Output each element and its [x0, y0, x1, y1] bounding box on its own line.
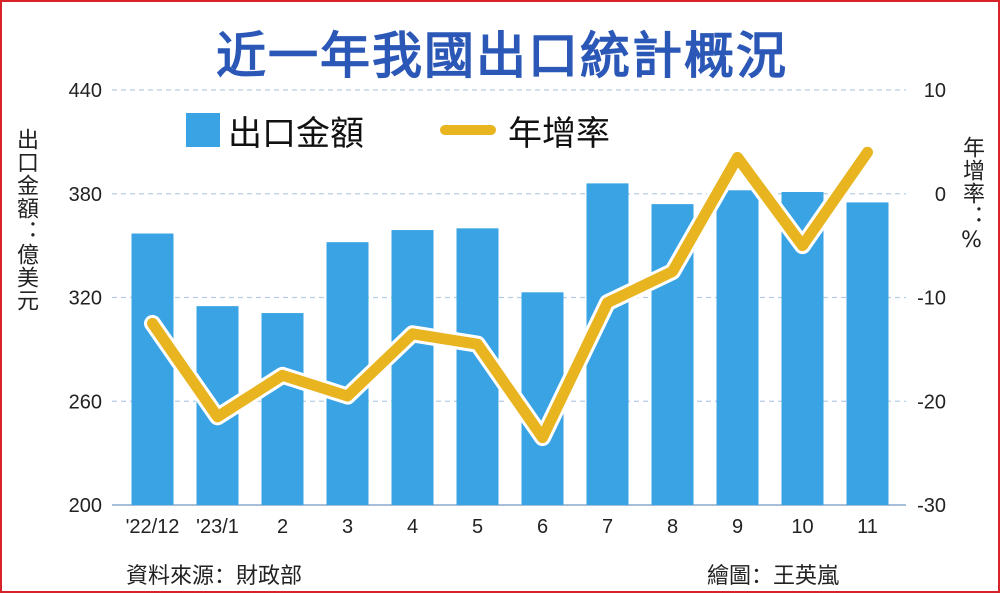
x-tick-label: 6 [537, 516, 548, 538]
left-tick-label: 200 [69, 495, 102, 517]
bars [131, 183, 889, 506]
left-tick-label: 320 [69, 288, 102, 310]
right-tick-label: -30 [917, 495, 946, 517]
growth-line-path [147, 146, 873, 444]
x-tick-label: 11 [857, 516, 878, 538]
bar-11 [846, 202, 889, 506]
left-tick-label: 260 [69, 391, 102, 413]
left-axis-label: 出口金額：億美元 [13, 128, 38, 312]
growth-point-4 [412, 333, 413, 335]
right-tick-label: 10 [924, 80, 946, 102]
x-tick-label: 3 [342, 516, 353, 538]
growth-point-3 [347, 395, 348, 397]
left-axis-ticks: 200 260 320 380 440 [69, 80, 102, 517]
legend-item-growth: 年增率 [440, 110, 610, 154]
right-tick-label: -10 [917, 288, 946, 310]
growth-point-11 [867, 151, 868, 153]
x-tick-label: 5 [472, 516, 483, 538]
legend-label-export: 出口金額 [228, 113, 364, 154]
growth-point-6 [542, 437, 543, 439]
x-tick-label: 9 [732, 516, 743, 538]
legend-swatch-line [440, 125, 496, 135]
bar-4 [391, 230, 434, 505]
legend-item-export: 出口金額 [186, 110, 364, 154]
left-tick-label: 440 [69, 80, 102, 102]
growth-point-10 [802, 245, 803, 247]
x-tick-label: 7 [602, 516, 613, 538]
chart-title: 近一年我國出口統計概況 [216, 27, 788, 85]
growth-point-5 [477, 343, 478, 345]
x-tick-label: 2 [277, 516, 288, 538]
growth-point-9 [737, 156, 738, 158]
right-axis-label: 年增率：% [959, 136, 984, 254]
right-axis-ticks: -30 -20 -10 0 10 [917, 80, 946, 517]
x-tick-label: '22/12 [126, 516, 180, 538]
growth-point-1 [217, 416, 218, 418]
legend-label-growth: 年增率 [508, 113, 610, 154]
x-tick-label: 10 [791, 516, 813, 538]
right-tick-label: -20 [917, 391, 946, 413]
growth-point-8 [672, 271, 673, 273]
x-axis-ticks: '22/12 '23/1 2 3 4 5 6 7 8 9 10 11 [126, 516, 878, 538]
bar-0 [131, 233, 174, 506]
x-tick-label: 8 [667, 516, 678, 538]
left-tick-label: 380 [69, 184, 102, 206]
growth-line [144, 143, 876, 447]
source-note: 資料來源：財政部 [126, 564, 303, 589]
growth-point-0 [152, 322, 153, 324]
x-tick-label: '23/1 [196, 516, 239, 538]
growth-point-7 [607, 302, 608, 304]
growth-point-2 [282, 374, 283, 376]
right-tick-label: 0 [935, 184, 946, 206]
credit-note: 繪圖：王英嵐 [707, 564, 840, 589]
legend-swatch-bar [186, 113, 220, 147]
x-tick-label: 4 [407, 516, 418, 538]
bar-2 [261, 313, 304, 505]
bar-9 [716, 190, 759, 505]
